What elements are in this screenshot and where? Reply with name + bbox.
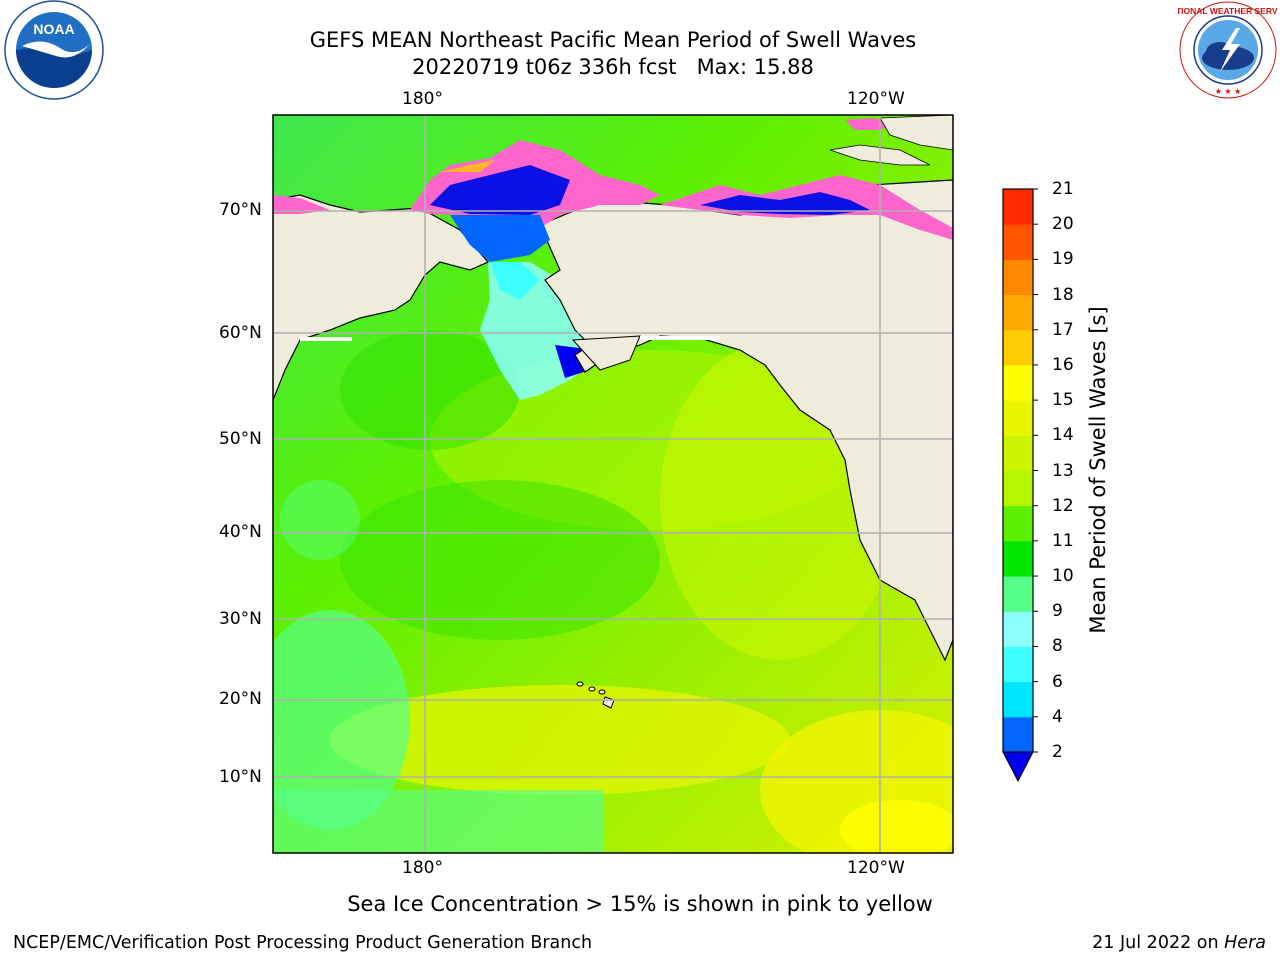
colorbar-extend-triangle	[1002, 751, 1034, 783]
colorbar-tick-label: 17	[1052, 319, 1074, 340]
lat-tick-70n: 70°N	[219, 200, 262, 220]
colorbar-tick-label: 12	[1052, 495, 1074, 516]
lat-tick-60n: 60°N	[219, 323, 262, 343]
footer-host: Hera	[1224, 933, 1266, 953]
noaa-logo: NOAA	[4, 0, 104, 100]
bottom-tick-180: 180°	[402, 858, 443, 878]
colorbar-tick-label: 4	[1052, 706, 1063, 727]
colorbar-cell	[1003, 646, 1033, 683]
nws-logo-text: NATIONAL WEATHER SERVICE	[1178, 6, 1278, 16]
colorbar-cell	[1003, 470, 1033, 507]
lat-tick-10n: 10°N	[219, 767, 262, 787]
colorbar-cell	[1003, 259, 1033, 296]
colorbar-tick-label: 16	[1052, 354, 1074, 375]
colorbar-tick-label: 13	[1052, 460, 1074, 481]
noaa-logo-text: NOAA	[33, 21, 74, 37]
svg-text:★ ★ ★: ★ ★ ★	[1215, 87, 1242, 96]
colorbar-tick-label: 14	[1052, 425, 1074, 446]
map-frame	[272, 114, 954, 854]
map-title: GEFS MEAN Northeast Pacific Mean Period …	[309, 28, 917, 52]
bottom-tick-120w: 120°W	[847, 858, 905, 878]
colorbar-tick-label: 2	[1052, 742, 1063, 762]
colorbar-tick-label: 9	[1052, 601, 1063, 622]
colorbar-tick-label: 10	[1052, 566, 1074, 587]
colorbar-label: Mean Period of Swell Waves [s]	[1086, 306, 1110, 634]
colorbar-cell	[1003, 189, 1033, 225]
colorbar-tick-label: 19	[1052, 249, 1074, 270]
footer-credit: NCEP/EMC/Verification Post Processing Pr…	[13, 933, 593, 953]
colorbar-tick-label: 21	[1052, 179, 1074, 199]
colorbar-cell	[1003, 505, 1033, 542]
colorbar-tick-label: 20	[1052, 214, 1074, 235]
footer-date-text: 21 Jul 2022 on	[1092, 933, 1225, 953]
colorbar-cell	[1003, 364, 1033, 401]
colorbar-cell	[1003, 681, 1033, 718]
map-subtitle: 20220719 t06z 336h fcst Max: 15.88	[412, 55, 814, 79]
gridlines	[273, 115, 953, 853]
lat-tick-30n: 30°N	[219, 609, 262, 629]
sea-ice-caption: Sea Ice Concentration > 15% is shown in …	[347, 892, 933, 916]
top-tick-120w: 120°W	[847, 89, 905, 109]
colorbar-tick-label: 15	[1052, 390, 1074, 411]
top-tick-180: 180°	[402, 89, 443, 109]
lat-tick-40n: 40°N	[219, 522, 262, 542]
colorbar-tick-label: 11	[1052, 530, 1074, 551]
swell-shading	[273, 330, 953, 853]
colorbar-tick-label: 8	[1052, 636, 1063, 657]
footer-date: 21 Jul 2022 on Hera	[1092, 933, 1266, 953]
nws-logo: NATIONAL WEATHER SERVICE ★ ★ ★	[1178, 1, 1278, 99]
colorbar-tick-label: 18	[1052, 284, 1074, 305]
colorbar-cell	[1003, 540, 1033, 577]
colorbar-cell	[1003, 576, 1033, 612]
colorbar-cell	[1003, 435, 1033, 471]
colorbar-cell	[1003, 329, 1033, 366]
lat-tick-50n: 50°N	[219, 429, 262, 449]
colorbar-cell	[1003, 400, 1033, 436]
colorbar-tick-label: 6	[1052, 671, 1063, 692]
colorbar-cell	[1003, 294, 1033, 331]
lat-tick-20n: 20°N	[219, 689, 262, 709]
colorbar-cell	[1003, 224, 1033, 260]
colorbar-cell	[1003, 611, 1033, 647]
colorbar-cell	[1003, 716, 1033, 753]
